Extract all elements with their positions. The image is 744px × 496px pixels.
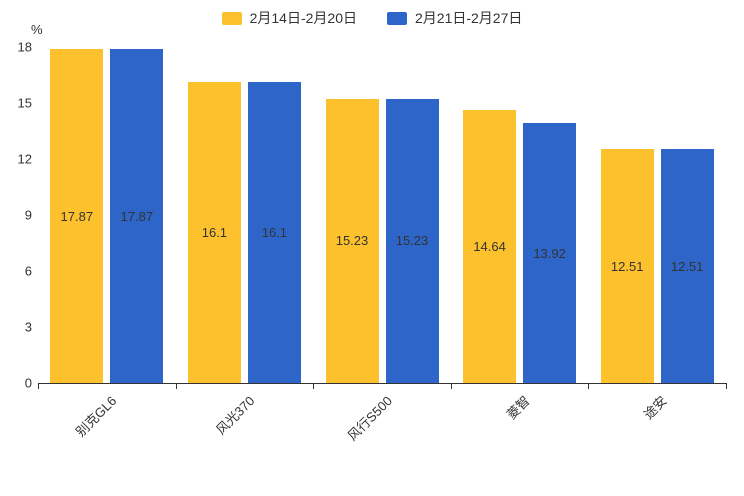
y-axis-tick-label: 3 — [24, 319, 32, 335]
y-axis-tick-label: 15 — [17, 95, 32, 111]
x-axis-category-label: 风行S500 — [344, 393, 395, 444]
bar-series1-风行S500[interactable]: 15.23 — [325, 98, 379, 383]
bar-series1-别克GL6[interactable]: 17.87 — [50, 49, 104, 383]
bar-value-label: 15.23 — [335, 233, 369, 249]
legend-label: 2月14日-2月20日 — [249, 10, 357, 26]
bar-series2-别克GL6[interactable]: 17.87 — [110, 49, 164, 383]
bar-series1-途安[interactable]: 12.51 — [600, 149, 654, 383]
legend-swatch-icon — [221, 11, 242, 25]
legend-item-1[interactable]: 2月14日-2月20日 — [221, 8, 357, 28]
chart-legend: 2月14日-2月20日 2月21日-2月27日 — [0, 8, 744, 28]
bar-value-label: 17.87 — [120, 208, 154, 224]
bar-value-label: 13.92 — [533, 245, 566, 261]
x-axis-category-label: 菱智 — [503, 393, 533, 423]
x-axis-tick — [726, 384, 727, 389]
x-axis-category-label: 风光370 — [212, 393, 258, 438]
bar-value-label: 15.23 — [395, 233, 429, 249]
bar-value-label: 14.64 — [473, 238, 506, 254]
y-axis-tick-label: 9 — [24, 207, 32, 223]
x-axis-tick — [313, 384, 315, 389]
x-axis-tick — [38, 384, 39, 389]
x-axis-category-label: 别克GL6 — [73, 393, 120, 440]
legend-label: 2月21日-2月27日 — [415, 10, 523, 26]
x-axis-tick — [588, 384, 590, 389]
x-axis-tick — [450, 384, 452, 389]
bar-value-label: 12.51 — [670, 258, 704, 274]
y-axis-unit-label: % — [31, 22, 43, 37]
bar-value-label: 17.87 — [60, 208, 94, 224]
x-axis-tick — [175, 384, 177, 389]
legend-swatch-icon — [387, 11, 407, 25]
plot-area: 17.87 16.1 15.23 14.64 12.51 17.87 16.1 15.23 13… — [38, 47, 726, 383]
bar-value-label: 12.51 — [610, 258, 644, 274]
bar-series2-途安[interactable]: 12.51 — [660, 149, 714, 383]
y-axis-tick-label: 6 — [24, 263, 32, 279]
y-axis-tick-label: 0 — [24, 375, 32, 391]
legend-item-2[interactable]: 2月21日-2月27日 — [387, 8, 522, 28]
bar-value-label: 16.1 — [201, 225, 228, 241]
bar-series2-菱智[interactable]: 13.92 — [523, 123, 577, 383]
bar-series2-风光370[interactable]: 16.1 — [247, 82, 301, 383]
bar-series1-风光370[interactable]: 16.1 — [187, 82, 241, 383]
x-axis-category-label: 途安 — [640, 393, 670, 423]
bar-series2-风行S500[interactable]: 15.23 — [385, 98, 439, 383]
x-axis-line — [38, 383, 727, 384]
y-axis-tick-label: 18 — [17, 39, 32, 55]
bar-series1-菱智[interactable]: 14.64 — [463, 109, 517, 383]
bar-value-label: 16.1 — [261, 225, 288, 241]
y-axis-tick-label: 12 — [17, 151, 32, 167]
